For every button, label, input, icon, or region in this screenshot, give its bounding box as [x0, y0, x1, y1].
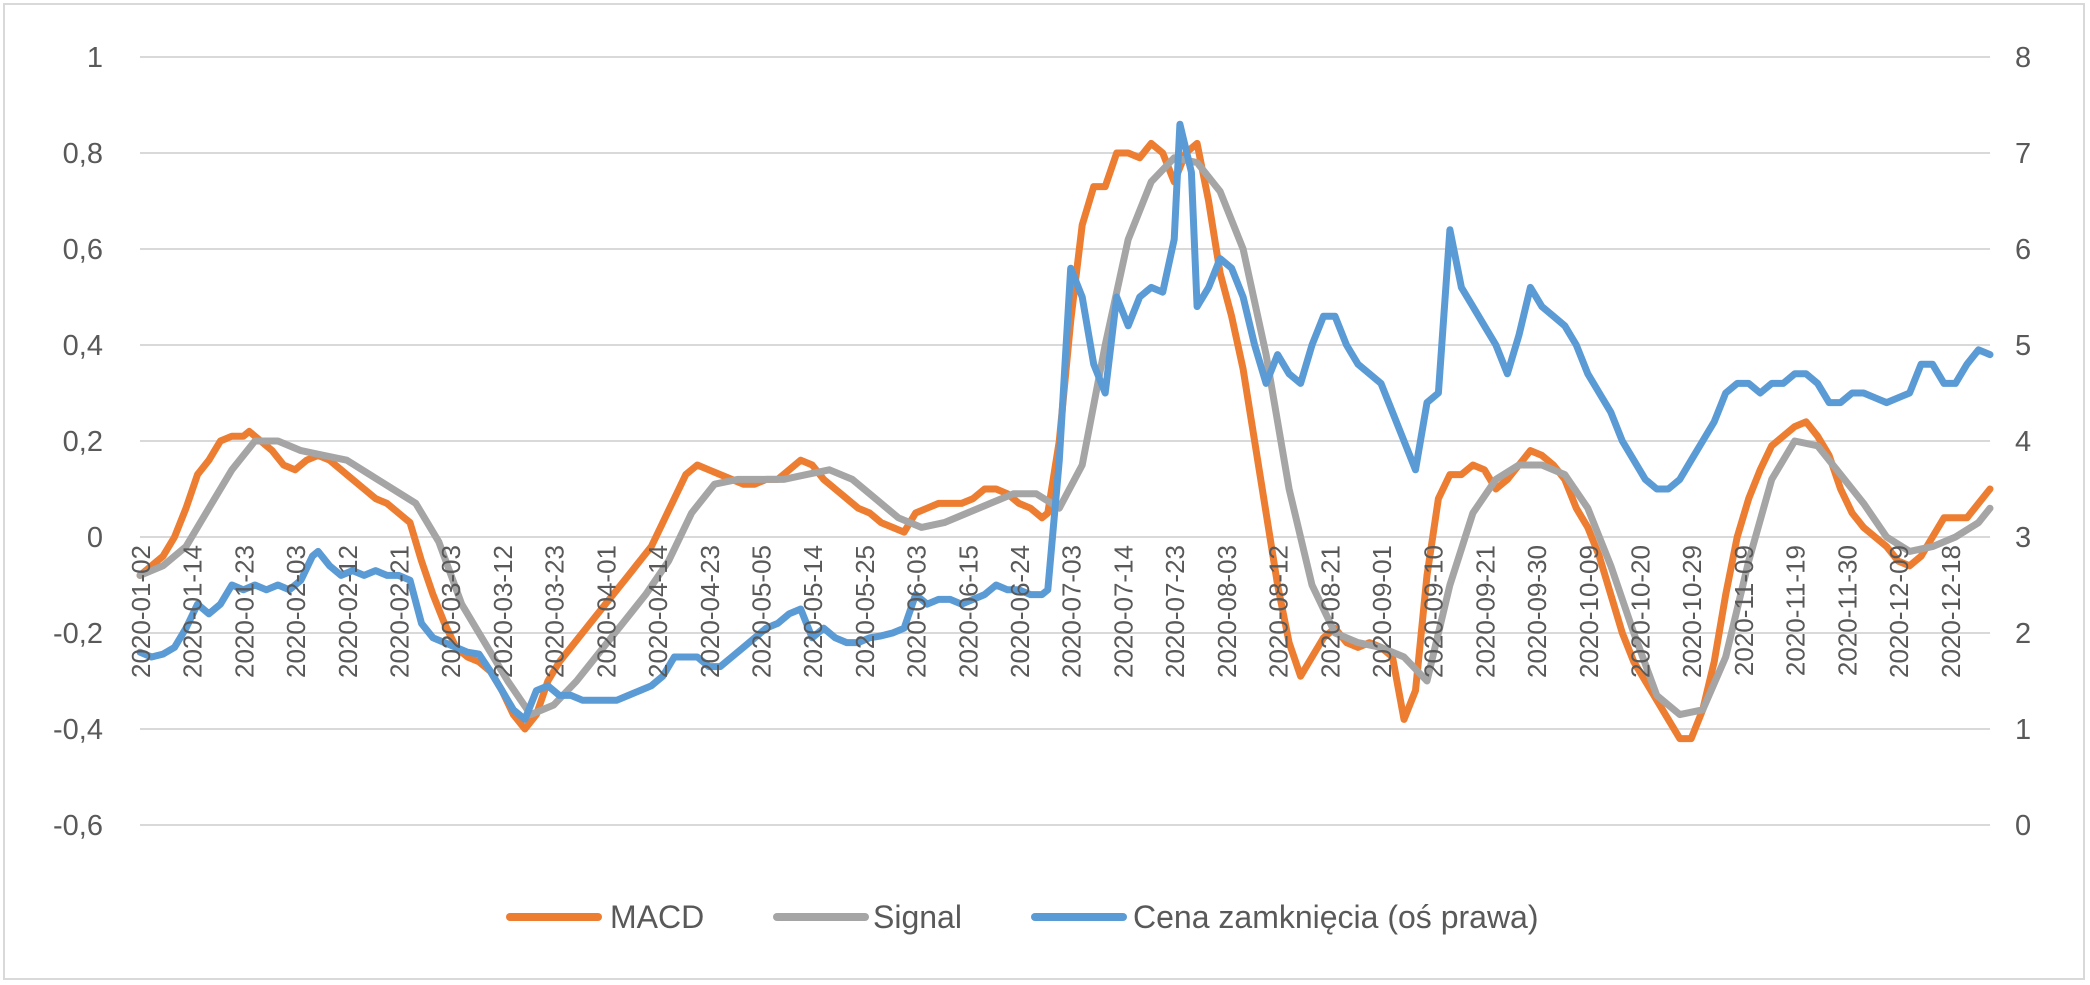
- series-line-cena: [136, 120, 1994, 723]
- x-tick-label: 2020-03-23: [540, 545, 570, 678]
- x-tick-label: 2020-10-20: [1626, 545, 1656, 678]
- x-tick-label: 2020-07-14: [1108, 545, 1138, 678]
- x-tick-label: 2020-03-03: [436, 545, 466, 678]
- x-tick-label: 2020-08-12: [1264, 545, 1294, 678]
- y-right-tick-label: 6: [2015, 234, 2031, 266]
- series-line-signal: [136, 154, 1994, 719]
- y-left-tick-label: -0,4: [53, 714, 103, 746]
- x-tick-label: 2020-07-23: [1160, 545, 1190, 678]
- x-axis: 2020-01-02 2020-01-14 2020-01-23 2020-02-03…: [126, 545, 1966, 678]
- y-right-tick-label: 5: [2015, 330, 2031, 362]
- y-right-tick-label: 7: [2015, 138, 2031, 170]
- x-tick-label: 2020-08-21: [1315, 545, 1345, 678]
- y-axis-right: 0 1 2 3 4 5 6 7 8: [2015, 42, 2031, 842]
- x-tick-label: 2020-09-01: [1367, 545, 1397, 678]
- series-lines: [136, 120, 1994, 743]
- x-tick-label: 2020-02-12: [333, 545, 363, 678]
- x-tick-label: 2020-01-14: [178, 545, 208, 678]
- y-right-tick-label: 2: [2015, 618, 2031, 650]
- y-right-tick-label: 4: [2015, 426, 2031, 458]
- x-tick-label: 2020-01-02: [126, 545, 156, 678]
- legend-label: Cena zamknięcia (oś prawa): [1133, 899, 1539, 935]
- y-left-tick-label: 0,8: [63, 138, 103, 170]
- y-right-tick-label: 0: [2015, 810, 2031, 842]
- y-left-tick-label: 0,6: [63, 234, 103, 266]
- legend: MACD Signal Cena zamknięcia (oś prawa): [506, 899, 1539, 935]
- y-left-tick-label: 1: [87, 42, 103, 74]
- x-tick-label: 2020-12-18: [1936, 545, 1966, 678]
- x-tick-label: 2020-07-03: [1057, 545, 1087, 678]
- y-left-tick-label: -0,2: [53, 618, 103, 650]
- x-tick-label: 2020-04-14: [643, 545, 673, 678]
- y-right-tick-label: 8: [2015, 42, 2031, 74]
- x-tick-label: 2020-10-29: [1677, 545, 1707, 678]
- x-tick-label: 2020-05-25: [850, 545, 880, 678]
- y-left-tick-label: -0,6: [53, 810, 103, 842]
- x-tick-label: 2020-11-09: [1729, 545, 1759, 676]
- x-tick-label: 2020-11-19: [1781, 545, 1811, 676]
- x-tick-label: 2020-10-09: [1574, 545, 1604, 678]
- x-tick-label: 2020-06-24: [1005, 545, 1035, 678]
- y-left-tick-label: 0,2: [63, 426, 103, 458]
- x-tick-label: 2020-12-09: [1884, 545, 1914, 678]
- x-tick-label: 2020-09-30: [1522, 545, 1552, 678]
- x-tick-label: 2020-03-12: [488, 545, 518, 678]
- y-left-tick-label: 0,4: [63, 330, 103, 362]
- gridlines: [140, 56, 1990, 826]
- y-right-tick-label: 1: [2015, 714, 2031, 746]
- chart-frame: -0,6 -0,4 -0,2 0 0,2 0,4 0,6 0,8 1 0 1 2 3 4 5 6 7 8 202…: [3, 3, 2085, 980]
- x-tick-label: 2020-05-05: [746, 545, 776, 678]
- y-left-tick-label: 0: [87, 522, 103, 554]
- legend-label: Signal: [873, 899, 962, 935]
- x-tick-label: 2020-11-30: [1832, 545, 1862, 676]
- x-tick-label: 2020-02-21: [385, 545, 415, 678]
- x-tick-label: 2020-09-21: [1470, 545, 1500, 678]
- legend-label: MACD: [610, 899, 704, 935]
- x-tick-label: 2020-06-15: [953, 545, 983, 678]
- y-axis-left: -0,6 -0,4 -0,2 0 0,2 0,4 0,6 0,8 1: [53, 42, 103, 842]
- macd-chart: -0,6 -0,4 -0,2 0 0,2 0,4 0,6 0,8 1 0 1 2 3 4 5 6 7 8 202…: [53, 42, 2031, 935]
- x-tick-label: 2020-02-03: [281, 545, 311, 678]
- x-tick-label: 2020-09-10: [1419, 545, 1449, 678]
- x-tick-label: 2020-05-14: [798, 545, 828, 678]
- y-right-tick-label: 3: [2015, 522, 2031, 554]
- x-tick-label: 2020-08-03: [1212, 545, 1242, 678]
- x-tick-label: 2020-01-23: [229, 545, 259, 678]
- x-tick-label: 2020-04-01: [591, 545, 621, 678]
- x-tick-label: 2020-04-23: [695, 545, 725, 678]
- x-tick-label: 2020-06-03: [902, 545, 932, 678]
